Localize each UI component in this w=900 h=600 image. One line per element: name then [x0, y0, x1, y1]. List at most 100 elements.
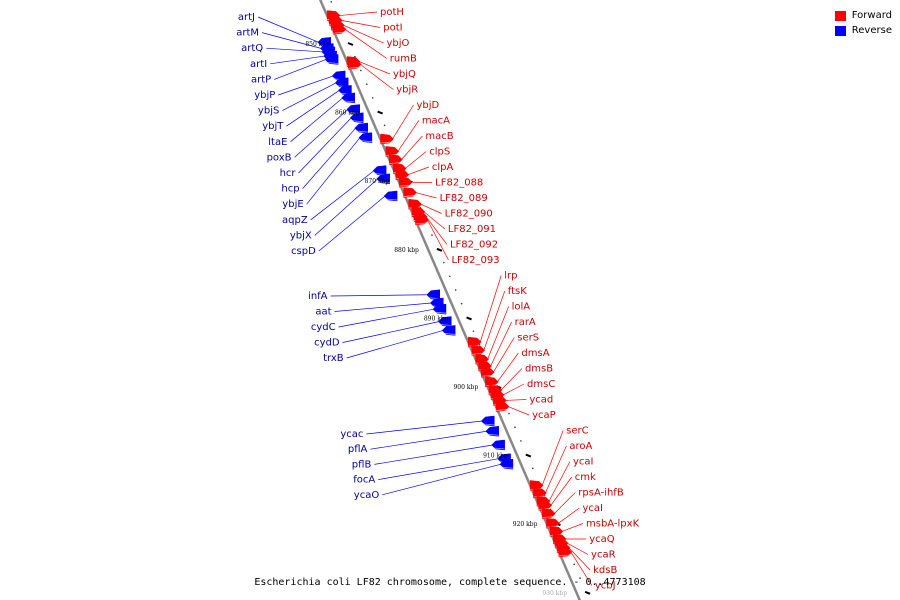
- reverse-gene-19: [432, 303, 447, 315]
- reverse-connector: [302, 127, 357, 189]
- forward-gene-label: dmsC: [527, 379, 555, 390]
- forward-gene-label: ycad: [529, 395, 553, 406]
- major-tick: [436, 247, 443, 252]
- reverse-gene-11-shade: [352, 120, 364, 123]
- forward-connector: [415, 192, 437, 199]
- forward-connector: [566, 542, 589, 555]
- reverse-gene-label: ltaE: [268, 137, 287, 148]
- forward-gene-label: clpA: [432, 162, 454, 173]
- forward-gene-38: [558, 546, 573, 558]
- forward-gene-27: [495, 401, 510, 412]
- minor-tick: [443, 261, 445, 264]
- reverse-gene-5-shade: [327, 62, 339, 64]
- forward-gene-7: [380, 133, 394, 145]
- reverse-connector: [282, 82, 337, 111]
- forward-gene-9: [389, 154, 403, 165]
- forward-gene-22-shade: [481, 374, 493, 377]
- reverse-connector: [318, 195, 386, 252]
- label-connectors: [257, 11, 593, 586]
- gene-labels: potH potI ybjO rumB ybjQ ybjR ybjD macA macB clpS…: [236, 7, 639, 592]
- forward-connector: [392, 104, 414, 140]
- reverse-gene-label: artQ: [241, 43, 263, 54]
- forward-gene-32-shade: [542, 516, 554, 518]
- reverse-connector: [342, 321, 440, 343]
- forward-gene-6-shade: [348, 66, 360, 69]
- forward-connector: [397, 120, 420, 152]
- reverse-gene-label: ycaO: [354, 490, 380, 501]
- legend-forward: Forward: [834, 8, 892, 23]
- minor-tick: [448, 275, 451, 278]
- reverse-connector: [257, 16, 319, 43]
- forward-gene-label: aroA: [569, 441, 592, 452]
- reverse-gene-17: [426, 289, 441, 301]
- reverse-gene-26-shade: [501, 466, 513, 469]
- reverse-gene-26: [499, 458, 514, 470]
- forward-gene-19-shade: [471, 352, 483, 355]
- minor-tick: [531, 467, 534, 470]
- forward-connector: [359, 63, 394, 90]
- kbp-label: 870 kbp: [365, 178, 390, 185]
- forward-gene-4-shade: [333, 31, 345, 34]
- reverse-gene-label: hcp: [281, 184, 299, 195]
- forward-connector: [541, 430, 564, 486]
- forward-connector: [407, 166, 430, 176]
- forward-gene-label: ybjR: [396, 85, 418, 96]
- minor-tick: [371, 97, 374, 99]
- minor-tick: [431, 234, 433, 236]
- minor-tick: [360, 69, 362, 72]
- minor-tick: [365, 83, 368, 85]
- forward-connector: [483, 290, 506, 351]
- reverse-connector: [310, 170, 375, 221]
- forward-connector: [339, 11, 378, 16]
- forward-connector: [427, 219, 449, 261]
- reverse-gene-13-shade: [360, 140, 372, 143]
- reverse-gene-5: [324, 54, 339, 65]
- forward-gene-33: [546, 517, 560, 529]
- reverse-gene-label: cydC: [311, 322, 336, 333]
- reverse-gene-9: [341, 92, 355, 104]
- forward-gene-8: [385, 146, 400, 157]
- forward-gene-label: LF82_089: [440, 193, 488, 204]
- forward-connector: [420, 203, 442, 214]
- forward-gene-label: clpS: [429, 147, 450, 158]
- major-tick: [466, 316, 472, 321]
- reverse-gene-label: ybjT: [262, 121, 284, 132]
- forward-gene-label: LF82_093: [451, 255, 499, 266]
- forward-connector: [507, 406, 530, 416]
- reverse-gene-15: [376, 173, 390, 185]
- forward-gene-label: ycaI: [582, 503, 603, 514]
- forward-connector: [487, 306, 509, 360]
- forward-connector: [341, 20, 381, 28]
- forward-gene-13-shade: [403, 195, 415, 197]
- reverse-gene-label: artM: [236, 28, 259, 39]
- forward-gene-label: potH: [380, 7, 404, 18]
- major-tick: [525, 453, 532, 458]
- minor-tick: [520, 440, 522, 442]
- kbp-label: 920 kbp: [513, 521, 538, 528]
- forward-gene-22: [480, 367, 495, 378]
- forward-connector: [502, 383, 525, 396]
- reverse-connector: [294, 109, 348, 158]
- forward-gene-label: potI: [383, 23, 402, 34]
- reverse-connector: [346, 330, 444, 359]
- forward-gene-label: LF82_090: [445, 209, 493, 220]
- reverse-gene-10: [346, 104, 360, 115]
- kbp-label: 860 kbp: [335, 110, 360, 117]
- forward-gene-17: [415, 214, 429, 226]
- reverse-gene-label: cydD: [314, 338, 340, 349]
- minor-tick: [330, 1, 333, 3]
- reverse-connector: [374, 444, 493, 465]
- minor-tick: [508, 412, 510, 415]
- minor-tick: [472, 330, 475, 332]
- reverse-gene-label: pflB: [352, 459, 372, 470]
- reverse-gene-label: ybjS: [258, 106, 279, 117]
- forward-gene-label: rpsA-ihfB: [578, 488, 624, 499]
- forward-connector: [344, 28, 387, 59]
- reverse-gene-20: [437, 316, 452, 327]
- kbp-scale-labels: 850 kbp 860 kbp 870 kbp 880 kbp 890 kbp 900 k…: [305, 41, 567, 597]
- reverse-connector: [274, 59, 327, 80]
- forward-connector: [558, 507, 580, 524]
- reverse-gene-label: cspD: [291, 246, 316, 257]
- forward-gene-9-shade: [389, 162, 401, 165]
- reverse-gene-label: hcr: [280, 168, 297, 179]
